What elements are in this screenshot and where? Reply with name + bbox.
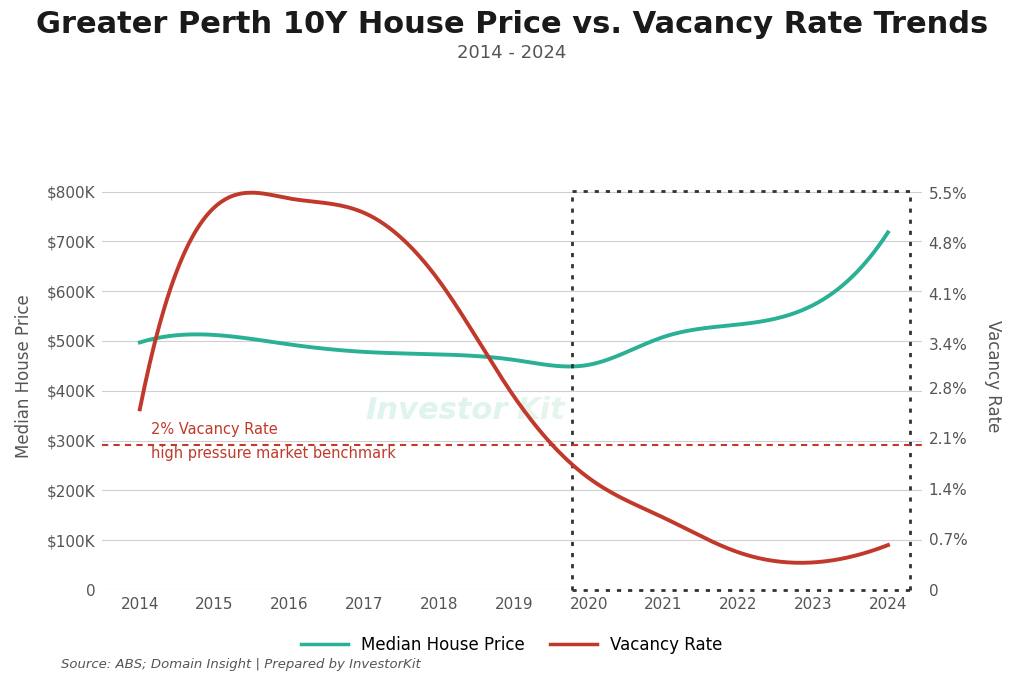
Text: Kit: Kit [516,396,565,425]
Text: Greater Perth 10Y House Price vs. Vacancy Rate Trends: Greater Perth 10Y House Price vs. Vacanc… [36,10,988,39]
Text: Source: ABS; Domain Insight | Prepared by InvestorKit: Source: ABS; Domain Insight | Prepared b… [61,658,421,671]
Text: high pressure market benchmark: high pressure market benchmark [151,446,396,461]
Y-axis label: Median House Price: Median House Price [14,294,33,458]
Text: 2014 - 2024: 2014 - 2024 [458,44,566,62]
Text: 2% Vacancy Rate: 2% Vacancy Rate [151,422,278,437]
Text: Investor: Investor [366,396,508,425]
Y-axis label: Vacancy Rate: Vacancy Rate [984,320,1002,433]
Legend: Median House Price, Vacancy Rate: Median House Price, Vacancy Rate [295,629,729,660]
